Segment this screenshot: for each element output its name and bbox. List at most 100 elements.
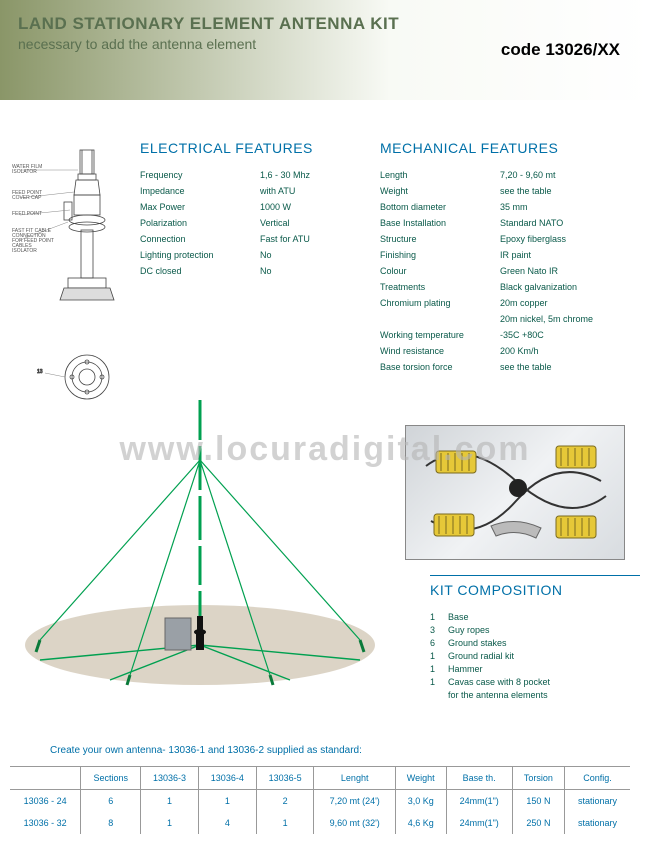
table-cell: 8 bbox=[81, 812, 141, 834]
spec-label: Colour bbox=[380, 266, 500, 276]
table-cell: 150 N bbox=[512, 790, 564, 813]
spec-value: Fast for ATU bbox=[260, 234, 310, 244]
antenna-illustration bbox=[10, 400, 390, 690]
spec-label: Base Installation bbox=[380, 218, 500, 228]
spec-value: Vertical bbox=[260, 218, 290, 228]
mechanical-row: Base InstallationStandard NATO bbox=[380, 218, 640, 228]
svg-text:FEED POINTCOVER CAP: FEED POINTCOVER CAP bbox=[12, 190, 42, 201]
spec-label: Structure bbox=[380, 234, 500, 244]
kit-qty: 6 bbox=[430, 638, 448, 648]
electrical-row: Impedancewith ATU bbox=[140, 186, 370, 196]
diagram-label-a: WATER FILMISOLATOR bbox=[12, 164, 42, 175]
kit-name: for the antenna elements bbox=[448, 690, 548, 700]
table-header: Lenght bbox=[314, 767, 395, 790]
table-cell: 250 N bbox=[512, 812, 564, 834]
table-cell: 24mm(1") bbox=[446, 790, 512, 813]
kit-qty bbox=[430, 690, 448, 700]
table-cell: 1 bbox=[198, 790, 256, 813]
kit-name: Hammer bbox=[448, 664, 483, 674]
table-header: Config. bbox=[565, 767, 630, 790]
spec-value: with ATU bbox=[260, 186, 295, 196]
spec-label: Weight bbox=[380, 186, 500, 196]
spec-value: Green Nato IR bbox=[500, 266, 558, 276]
table-cell: 13036 - 32 bbox=[10, 812, 81, 834]
table-cell: 13036 - 24 bbox=[10, 790, 81, 813]
spec-value: No bbox=[260, 266, 272, 276]
table-cell: 1 bbox=[256, 812, 314, 834]
mechanical-row: 20m nickel, 5m chrome bbox=[380, 314, 640, 324]
electrical-features: ELECTRICAL FEATURES Frequency1,6 - 30 Mh… bbox=[140, 140, 370, 282]
spec-label: Working temperature bbox=[380, 330, 500, 340]
electrical-row: Lighting protectionNo bbox=[140, 250, 370, 260]
kit-composition: KIT COMPOSITION 1Base3Guy ropes6Ground s… bbox=[430, 575, 640, 703]
kit-item: 1Base bbox=[430, 612, 640, 622]
table-header bbox=[10, 767, 81, 790]
spec-table: Sections13036-313036-413036-5LenghtWeigh… bbox=[10, 766, 630, 834]
spec-value: 7,20 - 9,60 mt bbox=[500, 170, 556, 180]
mechanical-row: FinishingIR paint bbox=[380, 250, 640, 260]
electrical-title: ELECTRICAL FEATURES bbox=[140, 140, 370, 156]
table-row: 13036 - 2461127,20 mt (24')3,0 Kg24mm(1"… bbox=[10, 790, 630, 813]
spec-value: 35 mm bbox=[500, 202, 528, 212]
kit-name: Cavas case with 8 pocket bbox=[448, 677, 550, 687]
table-cell: 1 bbox=[141, 790, 199, 813]
kit-qty: 1 bbox=[430, 664, 448, 674]
kit-qty: 1 bbox=[430, 677, 448, 687]
spec-value: Epoxy fiberglass bbox=[500, 234, 566, 244]
mechanical-row: Weightsee the table bbox=[380, 186, 640, 196]
mechanical-row: Working temperature-35C +80C bbox=[380, 330, 640, 340]
spec-label: DC closed bbox=[140, 266, 260, 276]
header-banner: LAND STATIONARY ELEMENT ANTENNA KIT nece… bbox=[0, 0, 650, 100]
table-caption: Create your own antenna- 13036-1 and 130… bbox=[10, 745, 630, 756]
electrical-row: DC closedNo bbox=[140, 266, 370, 276]
spec-value: Standard NATO bbox=[500, 218, 563, 228]
kit-qty: 1 bbox=[430, 612, 448, 622]
electrical-row: Frequency1,6 - 30 Mhz bbox=[140, 170, 370, 180]
electrical-row: ConnectionFast for ATU bbox=[140, 234, 370, 244]
table-cell: 3,0 Kg bbox=[395, 790, 446, 813]
spec-label: Lighting protection bbox=[140, 250, 260, 260]
kit-item: 1Ground radial kit bbox=[430, 651, 640, 661]
spec-value: 20m copper bbox=[500, 298, 548, 308]
spec-label: Max Power bbox=[140, 202, 260, 212]
mechanical-row: Wind resistance200 Km/h bbox=[380, 346, 640, 356]
mechanical-row: StructureEpoxy fiberglass bbox=[380, 234, 640, 244]
kit-name: Base bbox=[448, 612, 469, 622]
svg-text:FAST FIT CABLECONNECTIONFOR FE: FAST FIT CABLECONNECTIONFOR FEED POINTCA… bbox=[12, 228, 54, 254]
table-cell: 1 bbox=[141, 812, 199, 834]
spec-label: Impedance bbox=[140, 186, 260, 196]
kit-qty: 3 bbox=[430, 625, 448, 635]
kit-item: for the antenna elements bbox=[430, 690, 640, 700]
electrical-row: PolarizationVertical bbox=[140, 218, 370, 228]
spec-table-area: Create your own antenna- 13036-1 and 130… bbox=[10, 745, 630, 834]
table-header: Base th. bbox=[446, 767, 512, 790]
table-cell: 4,6 Kg bbox=[395, 812, 446, 834]
table-header: 13036-5 bbox=[256, 767, 314, 790]
spec-value: 20m nickel, 5m chrome bbox=[500, 314, 593, 324]
spec-value: 1000 W bbox=[260, 202, 291, 212]
spec-label: Bottom diameter bbox=[380, 202, 500, 212]
spec-value: IR paint bbox=[500, 250, 531, 260]
table-header: Torsion bbox=[512, 767, 564, 790]
kit-item: 1Cavas case with 8 pocket bbox=[430, 677, 640, 687]
mechanical-row: ColourGreen Nato IR bbox=[380, 266, 640, 276]
table-cell: stationary bbox=[565, 790, 630, 813]
spec-value: 1,6 - 30 Mhz bbox=[260, 170, 310, 180]
mechanical-row: Bottom diameter35 mm bbox=[380, 202, 640, 212]
kit-title: KIT COMPOSITION bbox=[430, 575, 640, 598]
table-cell: 24mm(1") bbox=[446, 812, 512, 834]
table-cell: 2 bbox=[256, 790, 314, 813]
kit-name: Ground radial kit bbox=[448, 651, 514, 661]
mechanical-row: Chromium plating20m copper bbox=[380, 298, 640, 308]
mechanical-title: MECHANICAL FEATURES bbox=[380, 140, 640, 156]
spec-value: see the table bbox=[500, 362, 552, 372]
spec-label: Chromium plating bbox=[380, 298, 500, 308]
table-cell: stationary bbox=[565, 812, 630, 834]
table-cell: 7,20 mt (24') bbox=[314, 790, 395, 813]
spec-value: -35C +80C bbox=[500, 330, 544, 340]
electrical-row: Max Power1000 W bbox=[140, 202, 370, 212]
product-code: code 13026/XX bbox=[501, 40, 620, 60]
spec-label: Wind resistance bbox=[380, 346, 500, 356]
table-header: Sections bbox=[81, 767, 141, 790]
spec-label: Polarization bbox=[140, 218, 260, 228]
